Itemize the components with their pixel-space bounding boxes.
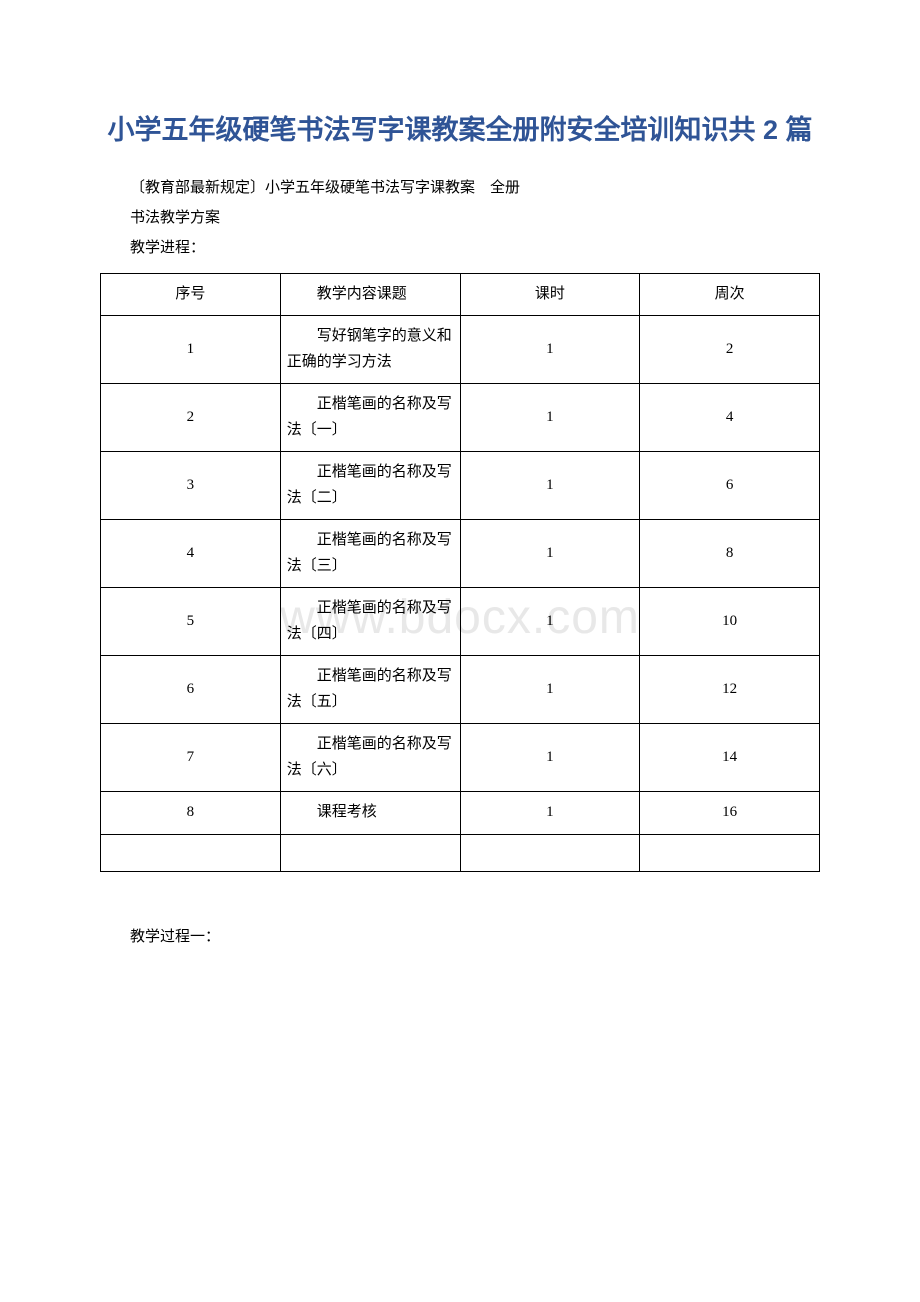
cell-topic: 正楷笔画的名称及写法〔一〕 (280, 384, 460, 452)
cell-week: 10 (640, 588, 820, 656)
cell-topic: 课程考核 (280, 792, 460, 835)
cell-hours: 1 (460, 384, 640, 452)
empty-cell (460, 834, 640, 871)
cell-seq: 4 (101, 520, 281, 588)
cell-seq: 7 (101, 724, 281, 792)
cell-week: 14 (640, 724, 820, 792)
table-header: 周次 (640, 273, 820, 316)
cell-week: 6 (640, 452, 820, 520)
table-row: 1 写好钢笔字的意义和正确的学习方法 1 2 (101, 316, 820, 384)
schedule-table: 序号 教学内容课题 课时 周次 1 写好钢笔字的意义和正确的学习方法 1 2 2… (100, 273, 820, 872)
empty-cell (101, 834, 281, 871)
cell-hours: 1 (460, 520, 640, 588)
table-row: 7 正楷笔画的名称及写法〔六〕 1 14 (101, 724, 820, 792)
cell-topic: 正楷笔画的名称及写法〔二〕 (280, 452, 460, 520)
cell-hours: 1 (460, 316, 640, 384)
cell-week: 12 (640, 656, 820, 724)
table-row: 6 正楷笔画的名称及写法〔五〕 1 12 (101, 656, 820, 724)
cell-hours: 1 (460, 588, 640, 656)
cell-week: 16 (640, 792, 820, 835)
empty-cell (280, 834, 460, 871)
table-header: 课时 (460, 273, 640, 316)
intro-line: 教学进程： (100, 233, 820, 263)
cell-hours: 1 (460, 656, 640, 724)
cell-topic: 正楷笔画的名称及写法〔四〕 (280, 588, 460, 656)
empty-cell (640, 834, 820, 871)
table-row-empty (101, 834, 820, 871)
cell-hours: 1 (460, 724, 640, 792)
cell-week: 8 (640, 520, 820, 588)
table-row: 3 正楷笔画的名称及写法〔二〕 1 6 (101, 452, 820, 520)
intro-line: 〔教育部最新规定〕小学五年级硬笔书法写字课教案 全册 (100, 173, 820, 203)
cell-week: 4 (640, 384, 820, 452)
cell-seq: 2 (101, 384, 281, 452)
page-title: 小学五年级硬笔书法写字课教案全册附安全培训知识共 2 篇 (100, 110, 820, 151)
cell-week: 2 (640, 316, 820, 384)
table-row: 2 正楷笔画的名称及写法〔一〕 1 4 (101, 384, 820, 452)
table-header-row: 序号 教学内容课题 课时 周次 (101, 273, 820, 316)
cell-hours: 1 (460, 452, 640, 520)
cell-seq: 5 (101, 588, 281, 656)
cell-hours: 1 (460, 792, 640, 835)
table-header: 序号 (101, 273, 281, 316)
cell-seq: 1 (101, 316, 281, 384)
cell-topic: 写好钢笔字的意义和正确的学习方法 (280, 316, 460, 384)
cell-seq: 8 (101, 792, 281, 835)
table-row: 8 课程考核 1 16 (101, 792, 820, 835)
cell-topic: 正楷笔画的名称及写法〔五〕 (280, 656, 460, 724)
intro-line: 书法教学方案 (100, 203, 820, 233)
table-row: 5 正楷笔画的名称及写法〔四〕 1 10 (101, 588, 820, 656)
cell-seq: 6 (101, 656, 281, 724)
cell-seq: 3 (101, 452, 281, 520)
table-header: 教学内容课题 (280, 273, 460, 316)
cell-topic: 正楷笔画的名称及写法〔三〕 (280, 520, 460, 588)
cell-topic: 正楷笔画的名称及写法〔六〕 (280, 724, 460, 792)
table-row: 4 正楷笔画的名称及写法〔三〕 1 8 (101, 520, 820, 588)
section-heading: 教学过程一： (100, 922, 820, 952)
